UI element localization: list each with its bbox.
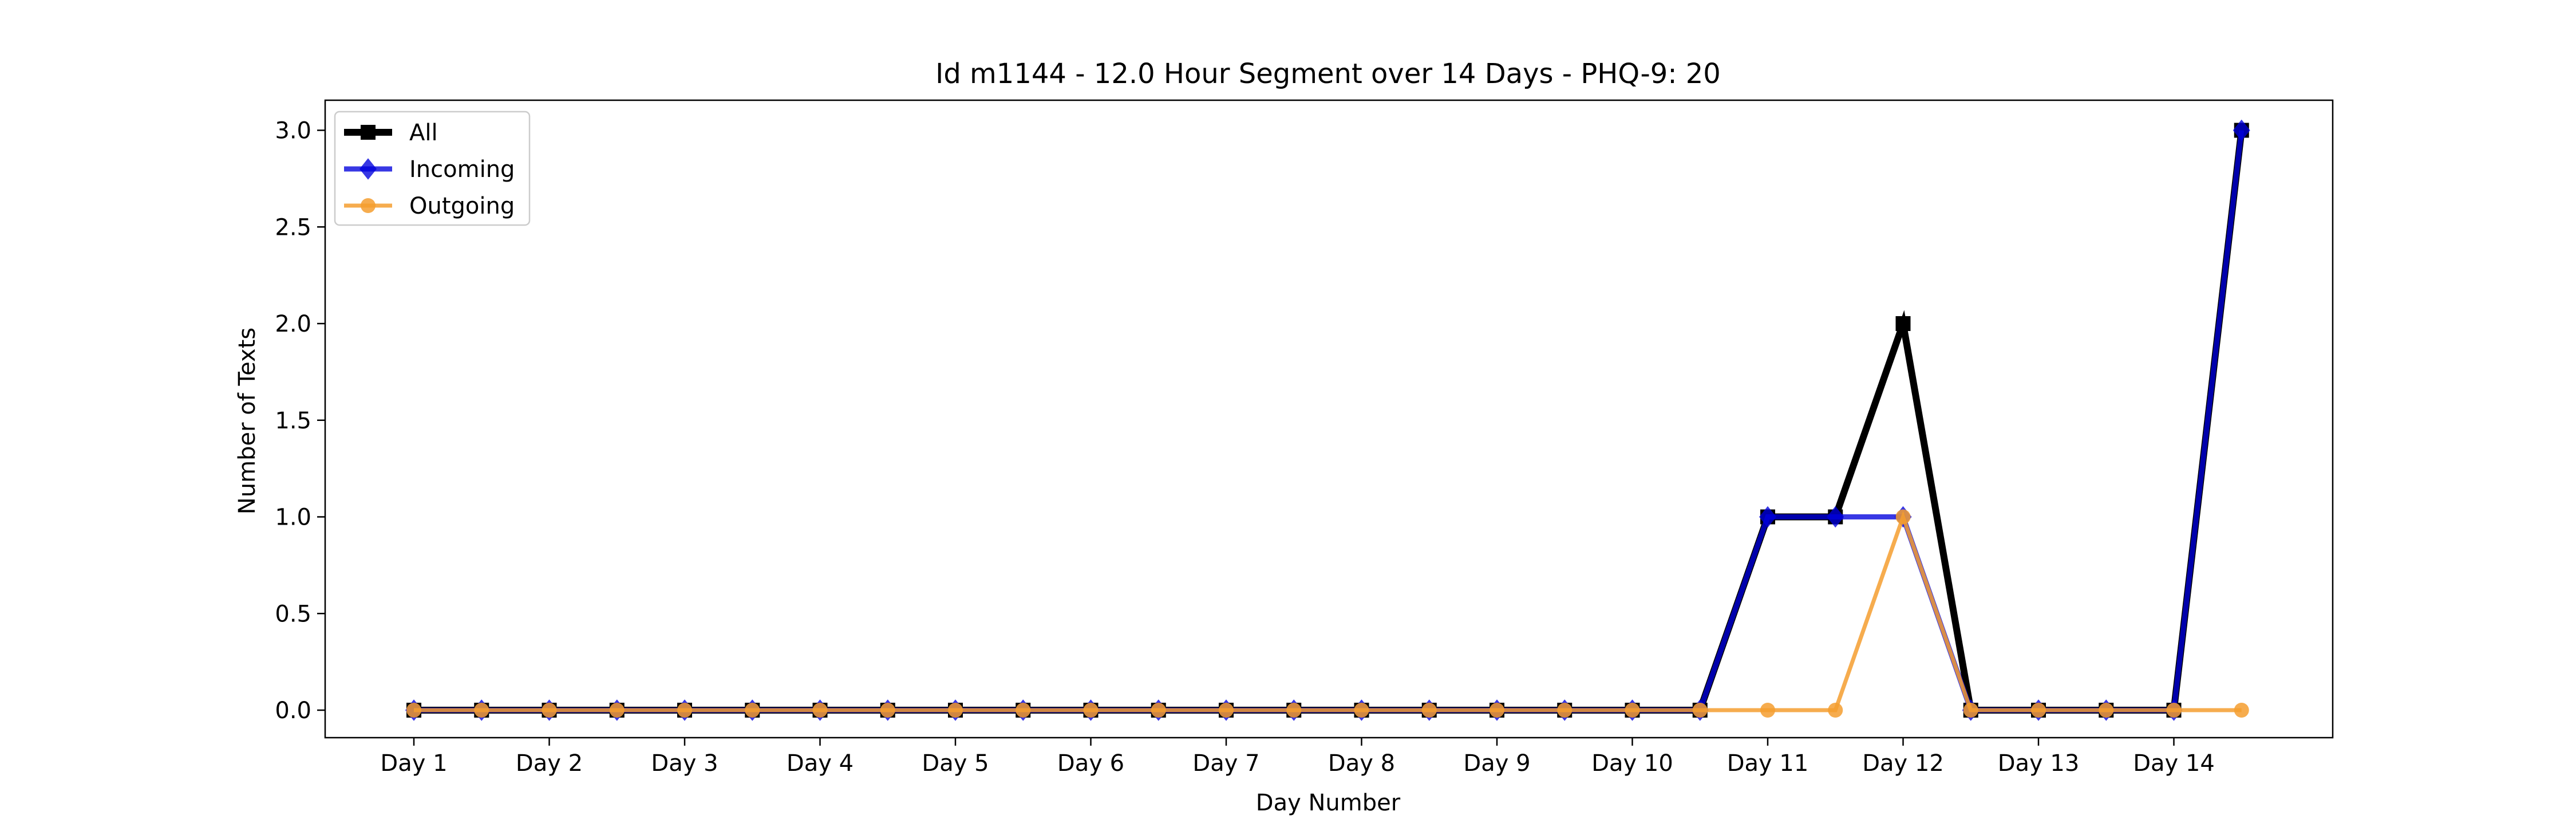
x-tick-label: Day 7 (1192, 750, 1259, 777)
y-tick-label: 0.0 (275, 698, 311, 724)
series-line-outgoing (414, 510, 2242, 712)
data-point-outgoing (1083, 703, 1099, 718)
x-tick-label: Day 8 (1328, 750, 1395, 777)
data-point-outgoing (1286, 703, 1302, 718)
x-tick-label: Day 4 (787, 750, 854, 777)
legend-box (334, 111, 531, 226)
x-tick-label: Day 11 (1727, 750, 1809, 777)
data-point-outgoing (2234, 703, 2249, 718)
data-point-outgoing (1421, 703, 1437, 718)
legend-label-all: All (409, 120, 438, 146)
x-tick-label: Day 6 (1057, 750, 1124, 777)
x-tick-label: Day 14 (2133, 750, 2215, 777)
y-tick-label: 2.5 (275, 214, 311, 241)
data-point-outgoing (1557, 703, 1573, 718)
data-point-outgoing (542, 703, 557, 718)
data-point-outgoing (880, 703, 895, 718)
chart-title: Id m1144 - 12.0 Hour Segment over 14 Day… (935, 58, 1721, 90)
data-point-outgoing (1354, 703, 1369, 718)
x-tick-label: Day 10 (1591, 750, 1673, 777)
data-point-outgoing (1219, 703, 1234, 718)
data-point-outgoing (1016, 703, 1031, 718)
y-tick-label: 0.5 (275, 601, 311, 627)
legend-marker-all (361, 125, 376, 140)
legend-label-incoming: Incoming (409, 156, 515, 183)
data-point-outgoing (474, 703, 489, 718)
data-point-outgoing (1151, 703, 1166, 718)
y-tick-label: 1.0 (275, 505, 311, 531)
data-point-incoming (1759, 506, 1776, 528)
data-point-outgoing (812, 703, 828, 718)
data-point-outgoing (609, 703, 625, 718)
x-tick-label: Day 9 (1463, 750, 1530, 777)
y-tick-label: 1.5 (275, 408, 311, 434)
y-tick-label: 3.0 (275, 118, 311, 144)
x-tick-label: Day 3 (651, 750, 718, 777)
plot-area: 0.0 0.5 1.0 1.5 2.0 2.5 3.0 Day 1 Day 2 Day 3 Day … (275, 99, 2334, 777)
x-tick-label: Day 13 (1998, 750, 2080, 777)
data-point-incoming (1827, 506, 1844, 528)
data-point-outgoing (406, 703, 421, 718)
data-point-outgoing (677, 703, 692, 718)
x-tick-label: Day 12 (1862, 750, 1944, 777)
data-point-incoming (2233, 119, 2250, 141)
data-point-outgoing (2166, 703, 2182, 718)
data-point-all (1895, 316, 1911, 331)
data-point-outgoing (2031, 703, 2046, 718)
series-line-all (414, 129, 2245, 714)
legend-marker-outgoing (361, 198, 376, 213)
x-axis-label: Day Number (1256, 790, 1401, 816)
legend-marker-incoming (359, 158, 377, 180)
plot-frame (324, 99, 2334, 739)
data-point-outgoing (1828, 703, 1843, 718)
legend-label-outgoing: Outgoing (409, 193, 515, 219)
data-point-outgoing (948, 703, 963, 718)
x-tick-label: Day 2 (516, 750, 583, 777)
data-point-outgoing (2099, 703, 2114, 718)
series-line-incoming (414, 129, 2245, 713)
data-point-outgoing (1625, 703, 1640, 718)
data-point-outgoing (1963, 703, 1978, 718)
x-tick-label: Day 1 (380, 750, 447, 777)
data-point-outgoing (1490, 703, 1504, 718)
y-axis-label: Number of Texts (234, 328, 260, 514)
data-point-outgoing (1895, 509, 1911, 525)
data-point-outgoing (1760, 703, 1775, 718)
data-point-outgoing (1692, 703, 1708, 718)
y-tick-label: 2.0 (275, 311, 311, 337)
data-point-outgoing (745, 703, 760, 718)
x-tick-label: Day 5 (922, 750, 989, 777)
